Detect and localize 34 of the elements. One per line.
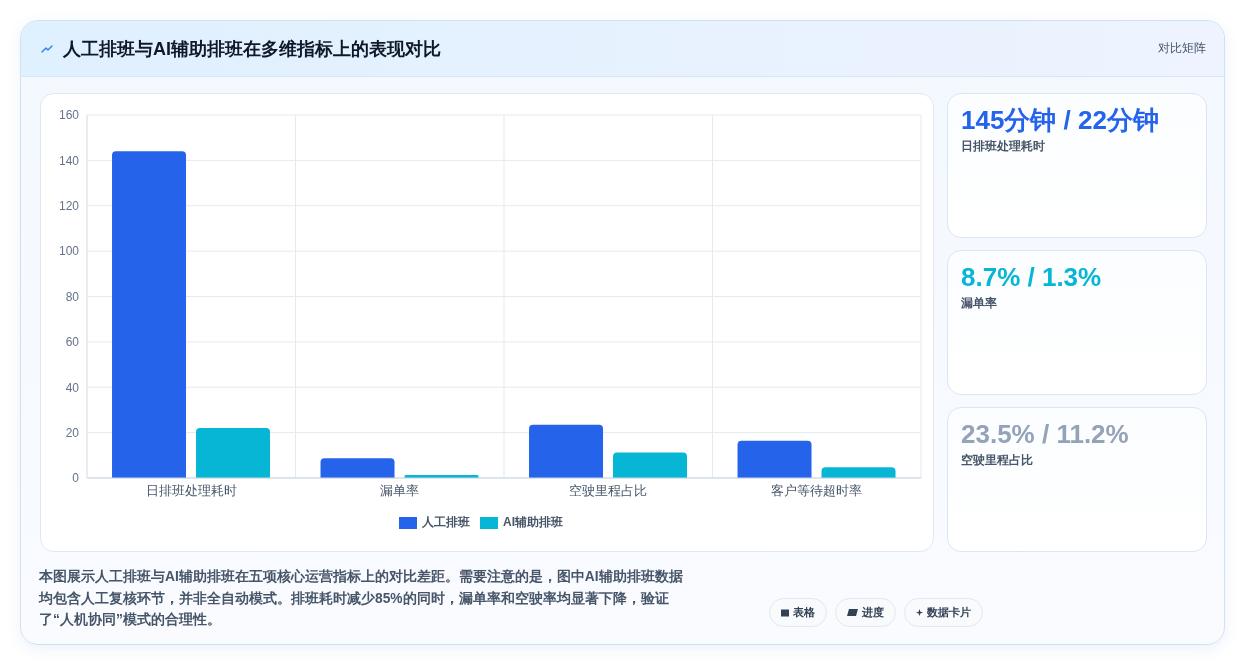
y-tick-label: 0 xyxy=(72,471,80,486)
bar xyxy=(112,151,187,478)
x-tick-label: 客户等待超时率 xyxy=(771,483,863,499)
bar xyxy=(821,467,896,478)
text: 145分钟 / 22分钟 xyxy=(961,105,1159,135)
y-tick-label: 80 xyxy=(65,289,80,304)
text: 对比矩阵 xyxy=(1158,41,1206,55)
bar xyxy=(529,424,604,478)
bar xyxy=(196,428,271,478)
bar xyxy=(320,458,395,478)
text: 漏单率 xyxy=(961,296,997,310)
text: 日排班处理耗时 xyxy=(961,139,1045,153)
text: 空驶里程占比 xyxy=(961,453,1033,467)
y-tick-label: 60 xyxy=(65,335,80,350)
y-tick-label: 20 xyxy=(65,425,80,440)
text: 进度 xyxy=(862,605,884,620)
legend-label: AI辅助排班 xyxy=(503,514,563,531)
y-tick-label: 100 xyxy=(58,244,80,259)
x-tick-label: 空驶里程占比 xyxy=(569,483,648,499)
x-tick-label: 日排班处理耗时 xyxy=(145,483,237,499)
y-tick-label: 120 xyxy=(58,199,80,214)
chart-title: 人工排班与AI辅助排班在多维指标上的表现对比 xyxy=(63,39,441,59)
x-tick-label: 漏单率 xyxy=(380,483,420,499)
y-tick-label: 140 xyxy=(58,153,80,168)
bar xyxy=(613,452,688,478)
text: 8.7% / 1.3% xyxy=(961,262,1102,292)
y-tick-label: 40 xyxy=(65,380,80,395)
text: 数据卡片 xyxy=(927,605,971,620)
text: 表格 xyxy=(793,605,815,620)
y-tick-label: 160 xyxy=(58,108,80,123)
text: 23.5% / 11.2% xyxy=(961,419,1129,449)
bar xyxy=(737,440,812,478)
text: 本图展示人工排班与AI辅助排班在五项核心运营指标上的对比差距。需要注意的是，图中AI辅助排班数据均包含人工复核环节，并非全自动模式。排班耗时减少85%的同时，漏单率和空驶率均显著下降，验证了“人机协同”模式的合理性。 xyxy=(39,569,683,627)
legend-label: 人工排班 xyxy=(422,514,470,531)
